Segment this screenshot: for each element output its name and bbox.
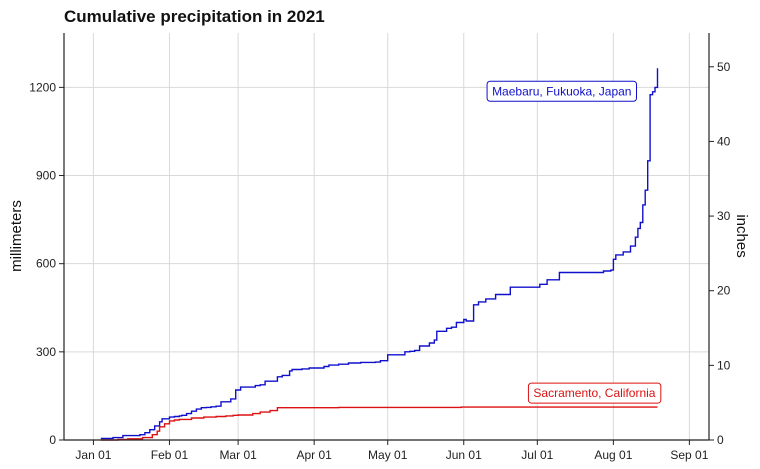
series-lines [100, 68, 659, 441]
y-tick-label-right: 10 [717, 358, 731, 372]
tick-labels: Jan 01 Feb 01 Mar 01 Apr 01 May 01 Jun 01 Jul … [29, 60, 730, 462]
series-label-text: Sacramento, California [533, 386, 655, 400]
x-tick-label: Apr 01 [296, 448, 332, 462]
series-label-text: Maebaru, Fukuoka, Japan [492, 84, 631, 98]
series-label-0: Maebaru, Fukuoka, Japan [486, 80, 637, 102]
axes [59, 33, 714, 445]
series-label-box [527, 382, 662, 404]
series-line-1 [100, 406, 658, 441]
x-tick-label: May 01 [368, 448, 408, 462]
y-tick-label-left: 0 [49, 433, 56, 447]
x-tick-label: Jun 01 [446, 448, 482, 462]
series-label-box [486, 80, 637, 102]
x-tick-label: Jul 01 [521, 448, 553, 462]
y-tick-label-left: 1200 [29, 80, 56, 94]
y-tick-label-left: 600 [36, 257, 56, 271]
x-tick-label: Mar 01 [219, 448, 257, 462]
chart-title: Cumulative precipitation in 2021 [64, 7, 325, 26]
y-axis-label-right: inches [733, 214, 750, 257]
x-tick-label: Aug 01 [594, 448, 632, 462]
y-tick-label-right: 0 [717, 433, 724, 447]
x-tick-label: Jan 01 [75, 448, 111, 462]
series-line-0 [100, 68, 659, 440]
y-tick-label-left: 900 [36, 169, 56, 183]
x-tick-label: Sep 01 [670, 448, 708, 462]
x-tick-label: Feb 01 [151, 448, 189, 462]
series-label-1: Sacramento, California [527, 382, 662, 404]
annotations: Maebaru, Fukuoka, Japan Sacramento, Calif… [486, 80, 662, 404]
y-tick-label-right: 20 [717, 284, 731, 298]
y-tick-label-right: 40 [717, 134, 731, 148]
y-tick-label-right: 50 [717, 60, 731, 74]
y-axis-label-left: millimeters [8, 200, 25, 272]
y-tick-label-left: 300 [36, 345, 56, 359]
y-tick-label-right: 30 [717, 209, 731, 223]
